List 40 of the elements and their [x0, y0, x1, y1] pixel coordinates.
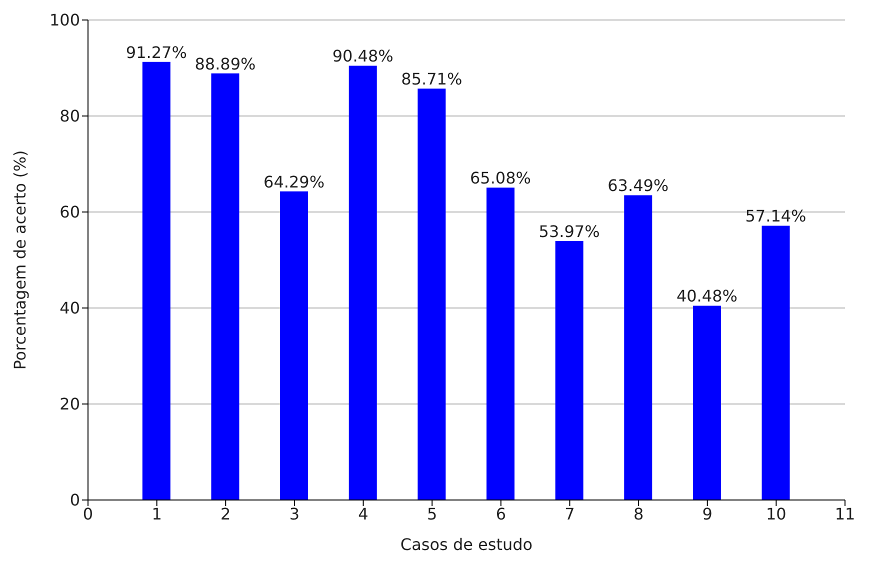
data-label: 64.29% — [264, 172, 325, 192]
data-label: 90.48% — [332, 46, 394, 66]
bar — [692, 306, 721, 500]
y-tick-label: 60 — [60, 202, 80, 222]
bar — [555, 240, 584, 500]
x-tick-label: 8 — [633, 504, 644, 524]
bar — [211, 73, 240, 500]
x-tick-label: 6 — [496, 504, 506, 524]
data-label: 40.48% — [676, 286, 738, 306]
bar — [280, 191, 308, 500]
data-label: 57.14% — [745, 206, 806, 226]
x-tick-label: 3 — [289, 504, 300, 524]
data-label: 91.27% — [126, 42, 187, 62]
data-label: 65.08% — [470, 168, 532, 188]
y-tick-label: 0 — [70, 490, 80, 510]
x-axis-title: Casos de estudo — [400, 535, 533, 554]
x-tick-label: 7 — [564, 504, 575, 524]
x-tick-label: 11 — [834, 504, 856, 524]
bar — [418, 88, 446, 500]
y-tick-label: 100 — [49, 10, 80, 30]
y-tick-label: 20 — [60, 394, 80, 414]
data-label: 63.49% — [608, 176, 669, 196]
x-tick-label: 4 — [358, 504, 368, 524]
y-axis-title: Porcentagem de acerto (%) — [10, 150, 30, 370]
x-tick-label: 1 — [152, 504, 162, 524]
data-label: 88.89% — [194, 54, 256, 74]
x-tick-label: 10 — [766, 504, 786, 524]
x-tick-label: 5 — [426, 504, 438, 524]
bar — [348, 66, 377, 500]
bar — [624, 195, 652, 500]
x-tick-label: 2 — [220, 504, 231, 524]
y-tick-label: 80 — [60, 106, 80, 126]
x-tick-label: 9 — [702, 504, 712, 524]
data-label: 85.71% — [401, 70, 462, 89]
bar — [142, 62, 170, 500]
bar — [486, 188, 514, 500]
bar — [762, 226, 790, 500]
y-tick-label: 40 — [60, 298, 80, 318]
x-tick-label: 0 — [82, 504, 94, 524]
data-label: 53.97% — [538, 222, 600, 241]
